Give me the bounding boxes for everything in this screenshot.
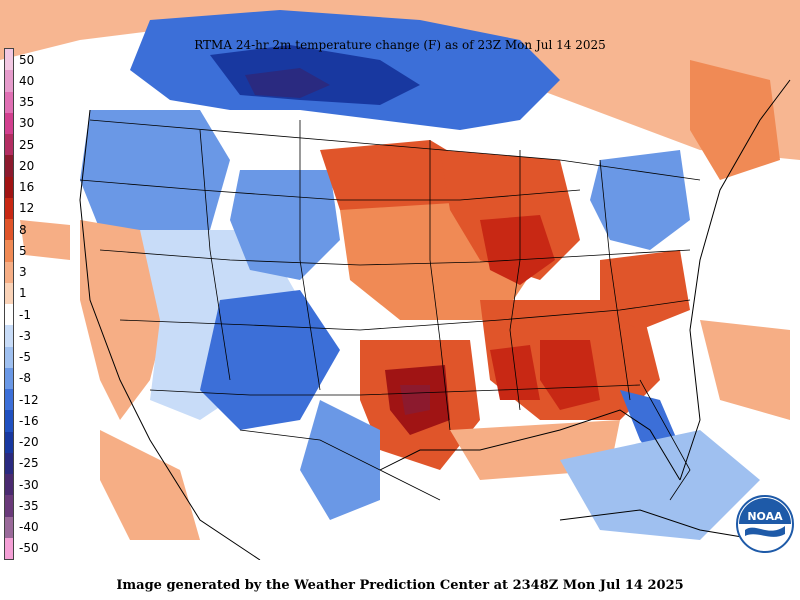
legend-swatch (5, 282, 13, 304)
legend-label: -3 (19, 328, 31, 343)
legend-swatch (5, 197, 13, 219)
texas-coldest-core (400, 385, 430, 415)
legend-label: 1 (19, 286, 27, 301)
legend-label: -1 (19, 307, 31, 322)
coastline (79, 79, 791, 560)
legend-label: 40 (19, 73, 35, 88)
legend-label: -35 (19, 498, 39, 513)
legend-swatch (5, 304, 13, 326)
illinois-hot-core (480, 215, 555, 285)
mexico-pacific-warm (100, 430, 200, 540)
legend-swatch (5, 431, 13, 453)
legend-label: 20 (19, 158, 35, 173)
color-legend: 50 40 35 30 25 20 16 12 8 5 3 1 -1 -3 -5 -8 -12 -16 -20 -25… (4, 48, 39, 560)
legend-swatch (5, 452, 13, 474)
canada-deep-core (245, 68, 330, 98)
footer-bar (0, 560, 800, 600)
legend-swatch (5, 155, 13, 177)
legend-swatch (5, 91, 13, 113)
legend-swatch (5, 516, 13, 538)
noaa-logo-text: NOAA (747, 510, 783, 523)
alabama-hot (540, 340, 600, 410)
legend-label: -5 (19, 350, 31, 365)
legend-label: 12 (19, 201, 35, 216)
legend-swatch (5, 134, 13, 156)
legend-swatch (5, 176, 13, 198)
legend-label: -20 (19, 435, 39, 450)
rockies-cold-patch (230, 170, 340, 280)
legend-label: -16 (19, 413, 39, 428)
legend-label: -25 (19, 456, 39, 471)
northeast-warm-coast (690, 60, 780, 180)
gulf-cold-patch (560, 430, 760, 540)
legend-label: -40 (19, 520, 39, 535)
noaa-logo-icon: NOAA (736, 495, 794, 553)
map-canvas (0, 0, 800, 560)
legend-label: 35 (19, 95, 35, 110)
canada-north-warm (0, 0, 800, 160)
legend-label: 3 (19, 265, 27, 280)
legend-swatch (5, 240, 13, 262)
legend-swatch (5, 261, 13, 283)
atlantic-warm-patch (700, 320, 790, 420)
legend-label: 30 (19, 116, 35, 131)
legend-swatch (5, 346, 13, 368)
legend-swatch (5, 495, 13, 517)
pacific-warm-patch (20, 220, 70, 260)
legend-swatch (5, 325, 13, 347)
pacific-northwest-cold (80, 110, 230, 250)
legend-swatch (5, 537, 13, 559)
legend-label: -12 (19, 392, 39, 407)
legend-label: 25 (19, 137, 35, 152)
legend-swatch (5, 410, 13, 432)
legend-label: 50 (19, 52, 35, 67)
legend-label: -8 (19, 371, 31, 386)
legend-label: -30 (19, 477, 39, 492)
temperature-change-map: RTMA 24-hr 2m temperature change (F) as … (0, 0, 800, 560)
legend-label: 5 (19, 243, 27, 258)
south-texas-cold (300, 400, 380, 520)
map-title: RTMA 24-hr 2m temperature change (F) as … (194, 38, 606, 52)
legend-swatch (5, 112, 13, 134)
footer-credit: Image generated by the Weather Predictio… (116, 578, 684, 593)
legend-swatch (5, 389, 13, 411)
legend-swatch (5, 474, 13, 496)
noaa-logo: NOAA (735, 494, 795, 554)
legend-swatch (5, 49, 13, 71)
legend-swatch (5, 219, 13, 241)
legend-label: 16 (19, 180, 35, 195)
political-borders (79, 119, 701, 501)
legend-swatch (5, 70, 13, 92)
legend-swatch (5, 367, 13, 389)
legend-label: 8 (19, 222, 27, 237)
legend-label: -50 (19, 541, 39, 556)
